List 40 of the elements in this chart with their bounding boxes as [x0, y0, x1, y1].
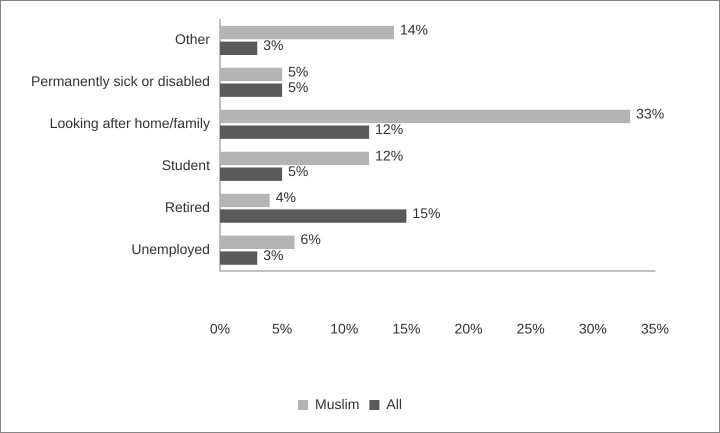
data-label: 5% — [288, 63, 308, 80]
x-tick-label: 15% — [392, 320, 420, 336]
legend-label: All — [386, 396, 402, 412]
y-tick-label: Unemployed — [131, 241, 210, 258]
y-tick-label: Student — [162, 157, 210, 174]
bar — [220, 125, 370, 139]
data-label: 14% — [400, 21, 428, 38]
y-tick-label: Retired — [164, 199, 210, 216]
x-tick-label: 0% — [210, 320, 230, 336]
x-tick-label: 10% — [330, 320, 358, 336]
x-tick-label: 25% — [516, 320, 545, 336]
data-label: 33% — [636, 105, 664, 122]
bar — [220, 26, 394, 40]
bar — [220, 42, 258, 55]
x-tick-label: 20% — [454, 320, 483, 336]
data-label: 5% — [288, 163, 308, 180]
data-label: 12% — [375, 147, 404, 164]
x-tick-label: 35% — [640, 320, 670, 336]
bar — [220, 236, 295, 250]
y-tick-label: Other — [174, 31, 210, 48]
bar — [220, 84, 282, 97]
bar — [220, 209, 406, 223]
data-label: 6% — [300, 231, 321, 248]
y-tick-label: Looking after home/family — [50, 115, 210, 132]
bar — [220, 194, 270, 208]
data-label: 3% — [263, 37, 284, 54]
legend-label: Muslim — [315, 396, 360, 412]
data-label: 4% — [276, 189, 296, 206]
data-label: 12% — [375, 121, 404, 138]
bar — [220, 167, 282, 181]
bar — [220, 68, 282, 82]
x-tick-label: 30% — [578, 320, 607, 336]
x-tick-label: 5% — [272, 320, 292, 336]
data-label: 5% — [288, 79, 308, 96]
bar — [220, 152, 370, 166]
data-label: 3% — [263, 246, 284, 263]
y-tick-label: Permanently sick or disabled — [30, 73, 210, 90]
bar — [220, 110, 630, 124]
bar — [220, 251, 258, 265]
data-label: 15% — [412, 204, 440, 221]
